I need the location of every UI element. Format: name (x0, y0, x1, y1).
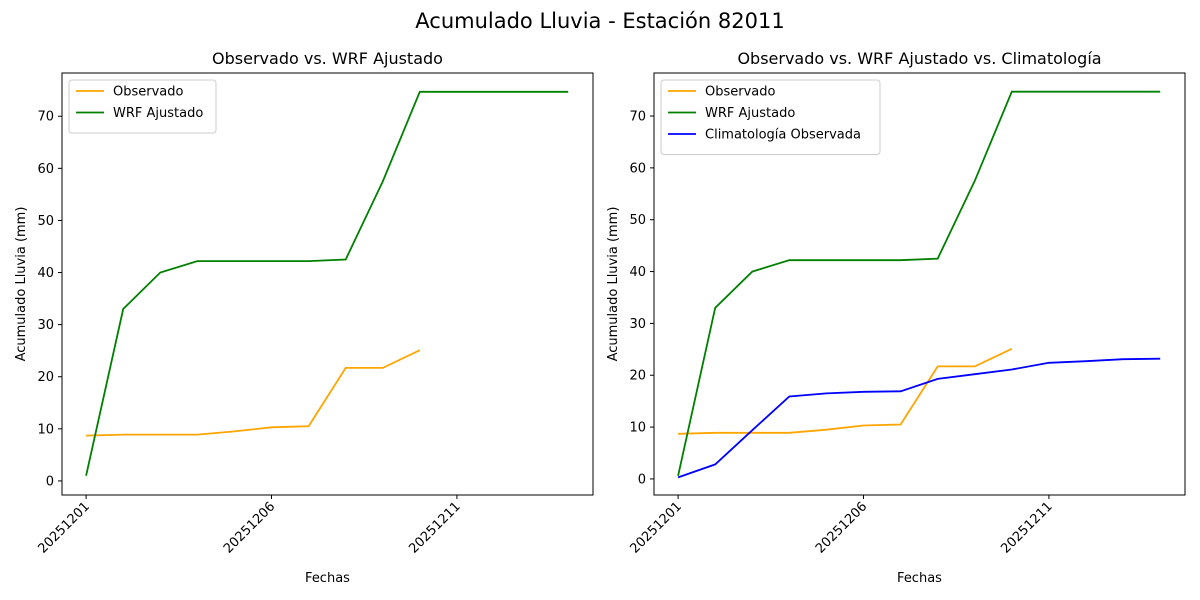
y-tick-label: 30 (37, 318, 54, 333)
figure-title: Acumulado Lluvia - Estación 82011 (415, 9, 784, 33)
legend: Observado WRF Ajustado (68, 79, 217, 134)
series-line-wrf-ajustado (677, 90, 1161, 476)
y-tick-label: 40 (629, 265, 646, 280)
y-tick-label: 70 (629, 110, 646, 125)
y-tick-label: 70 (37, 110, 54, 125)
legend-label: WRF Ajustado (705, 106, 795, 121)
y-tick-label: 0 (638, 472, 646, 487)
y-axis-label: Acumulado Lluvia (mm) (14, 207, 29, 362)
x-tick-label: 20251206 (221, 499, 278, 556)
series-line-wrf-ajustado (85, 90, 569, 476)
legend-box (68, 79, 217, 134)
series-line-observado (678, 347, 1013, 435)
plot-frame (61, 72, 594, 496)
x-tick-label: 20251201 (628, 499, 685, 556)
x-tick-label: 20251211 (406, 499, 463, 556)
y-tick-label: 50 (629, 213, 646, 228)
y-tick-label: 10 (629, 421, 646, 436)
x-axis-label: Fechas (305, 571, 350, 586)
y-tick-label: 10 (37, 422, 54, 437)
y-tick-label: 0 (46, 474, 54, 489)
y-tick-label: 60 (37, 162, 54, 177)
x-tick-label: 20251201 (36, 499, 93, 556)
y-tick-label: 20 (37, 370, 54, 385)
legend-label: WRF Ajustado (113, 106, 203, 121)
subplot-1: Observado vs. WRF Ajustado 0 10 20 30 40 50 60 7… (14, 49, 594, 586)
legend-label: Climatología Observada (705, 128, 861, 143)
legend: Observado WRF Ajustado Climatología Observ… (660, 79, 881, 155)
legend-box (660, 79, 881, 155)
y-tick-label: 60 (629, 161, 646, 176)
series-line-climatología-observada (677, 357, 1161, 479)
x-tick-label: 20251211 (998, 499, 1055, 556)
subplot-2: Observado vs. WRF Ajustado vs. Climatolo… (606, 49, 1186, 586)
legend-label: Observado (705, 85, 776, 100)
series-line-observado (86, 349, 421, 437)
x-axis-label: Fechas (897, 571, 942, 586)
y-tick-label: 30 (629, 317, 646, 332)
subplot-title: Observado vs. WRF Ajustado vs. Climatolo… (737, 49, 1101, 68)
x-tick-label: 20251206 (813, 499, 870, 556)
plot-frame (653, 72, 1186, 496)
y-tick-label: 50 (37, 214, 54, 229)
y-tick-label: 20 (629, 369, 646, 384)
legend-label: Observado (113, 85, 184, 100)
subplot-title: Observado vs. WRF Ajustado (212, 49, 443, 68)
y-axis-label: Acumulado Lluvia (mm) (606, 207, 621, 362)
y-tick-label: 40 (37, 266, 54, 281)
